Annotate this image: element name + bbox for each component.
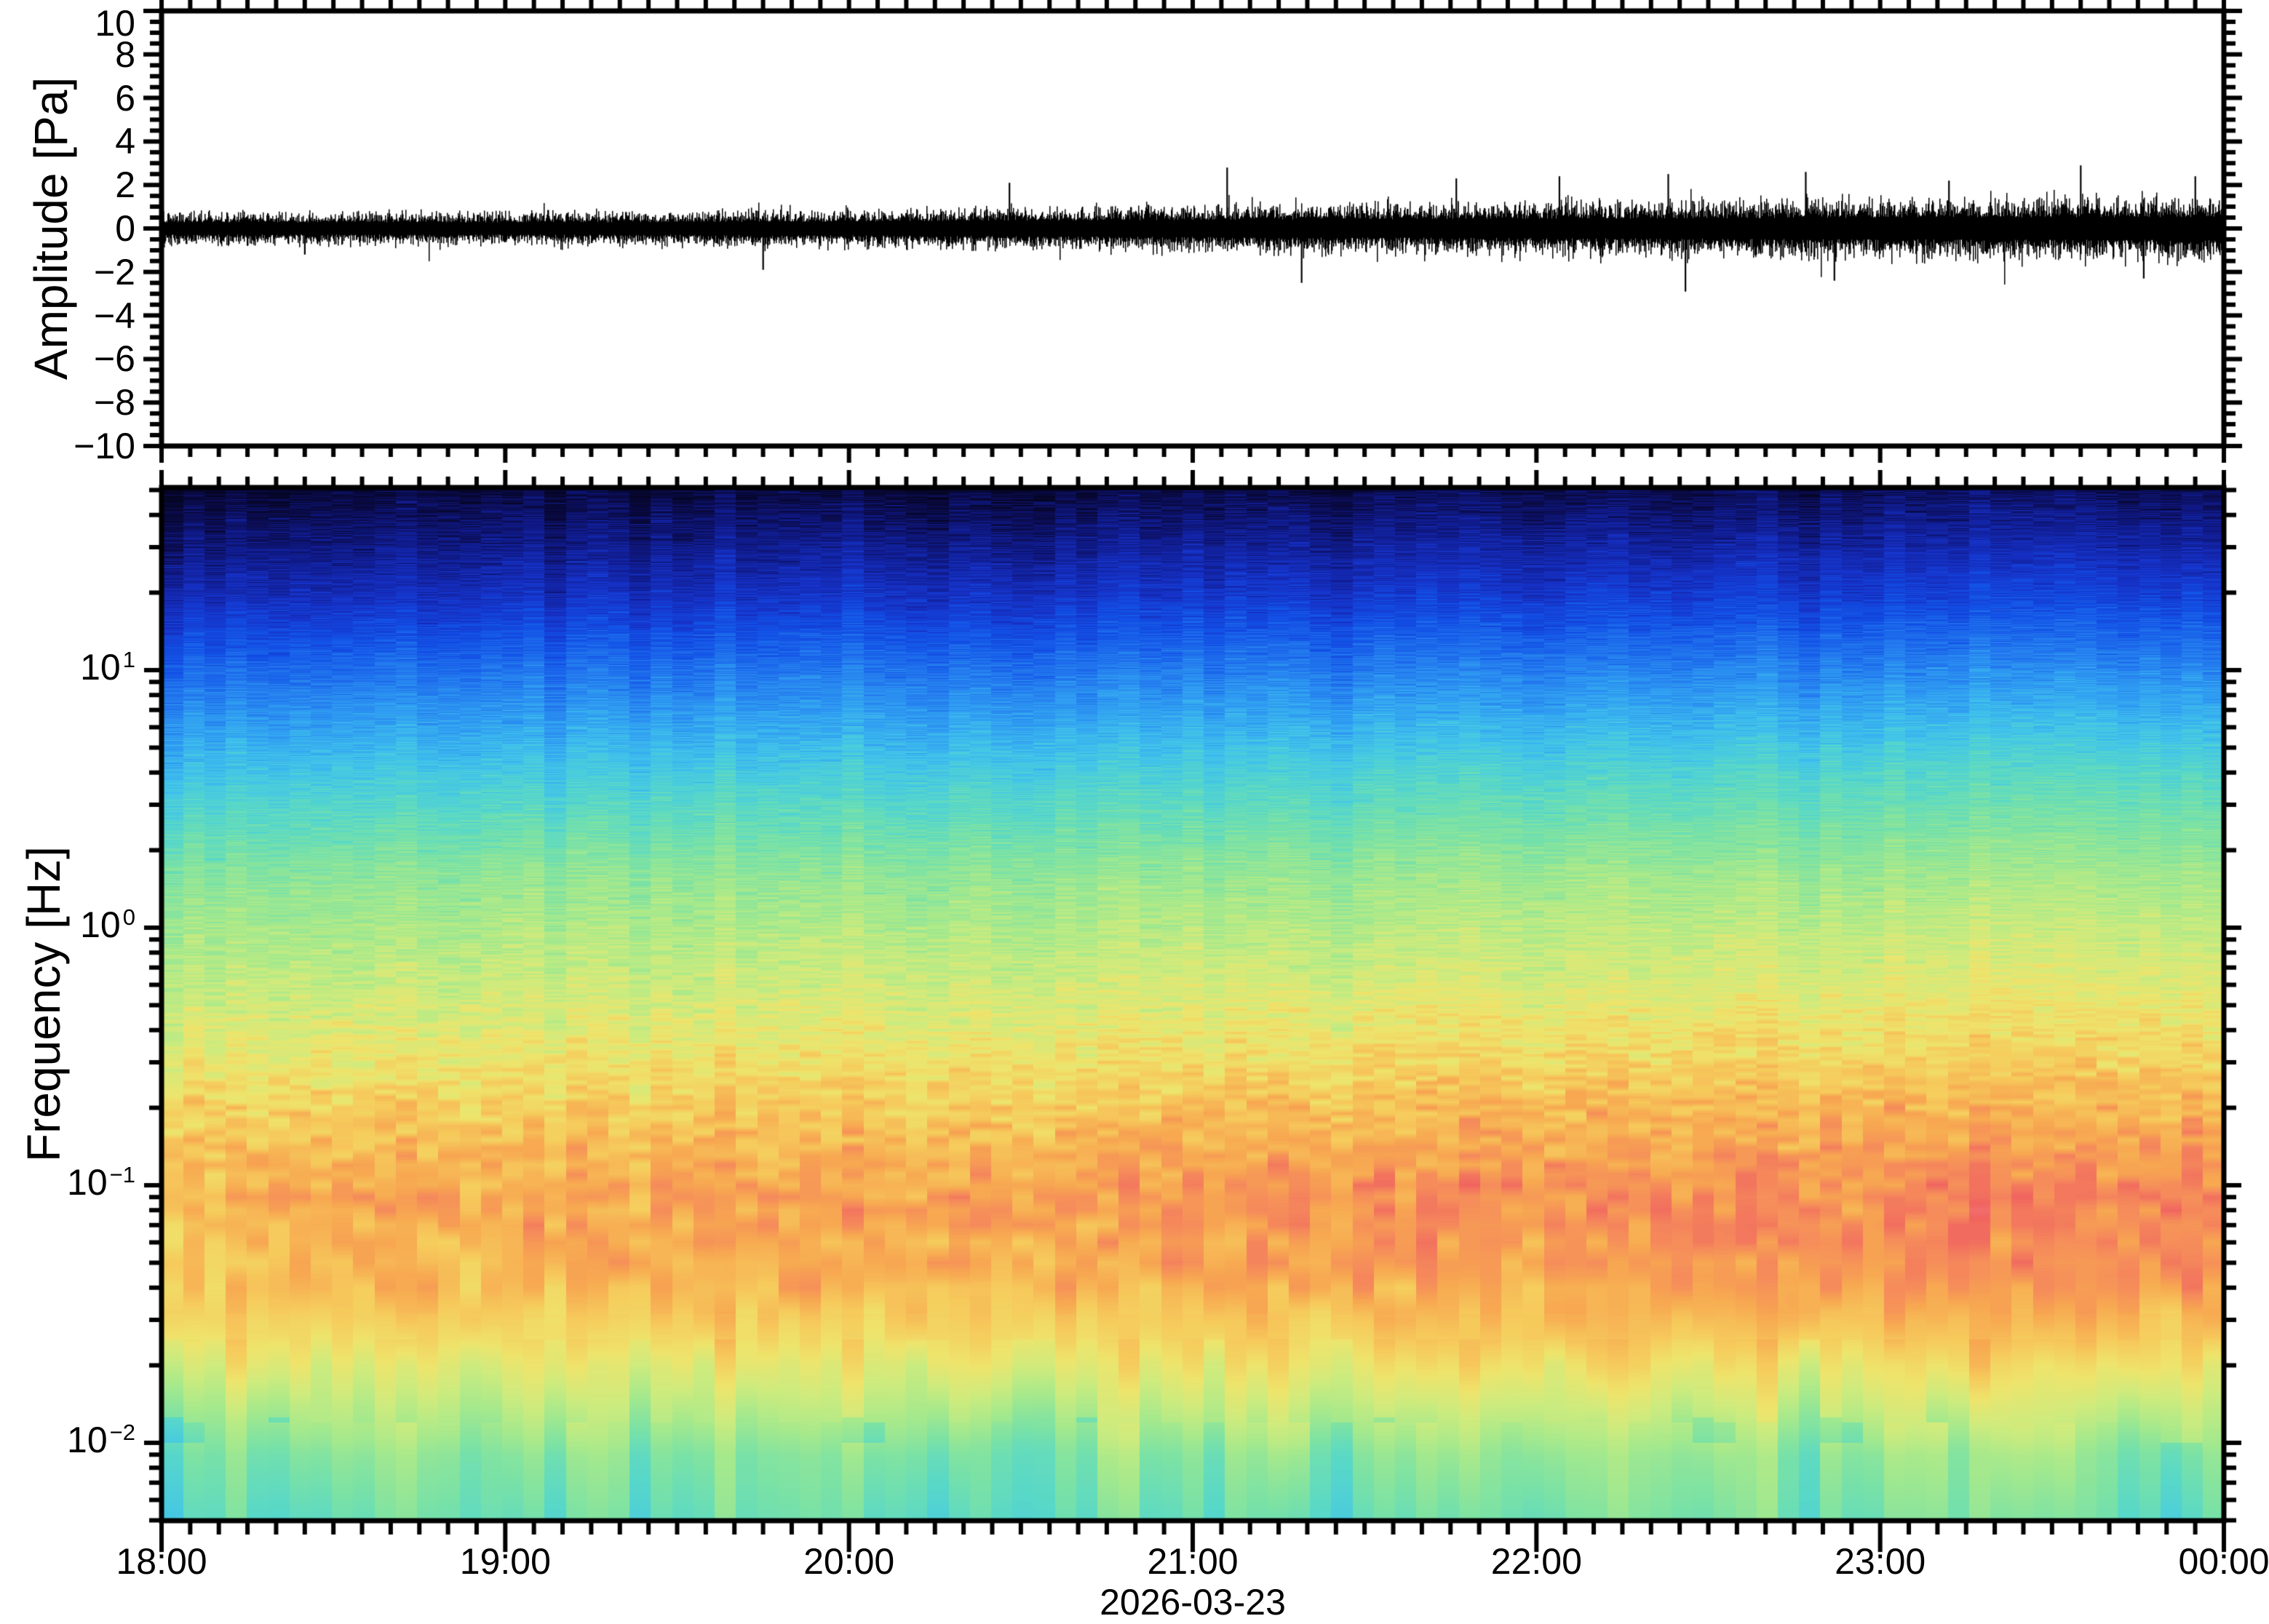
time-tick-label: 20:00 xyxy=(803,1541,895,1582)
time-tick-label: 19:00 xyxy=(459,1541,551,1582)
amplitude-tick-label: −4 xyxy=(93,295,135,336)
frequency-axis-title: Frequency [Hz] xyxy=(17,846,70,1162)
time-tick-label: 22:00 xyxy=(1490,1541,1582,1582)
time-tick-label: 18:00 xyxy=(116,1541,207,1582)
frequency-tick-label: 100 xyxy=(80,904,135,945)
amplitude-tick-label: 4 xyxy=(115,121,135,162)
amplitude-tick-label: 0 xyxy=(115,208,135,249)
time-tick-label: 23:00 xyxy=(1835,1541,1926,1582)
frequency-tick-label: 101 xyxy=(80,646,135,688)
frequency-tick-label: 10−1 xyxy=(67,1161,135,1203)
amplitude-tick-label: −8 xyxy=(93,382,135,423)
amplitude-tick-label: −10 xyxy=(73,426,135,466)
amplitude-tick-label: −2 xyxy=(93,251,135,292)
frequency-tick-label: 10−2 xyxy=(67,1419,135,1460)
amplitude-tick-label: 2 xyxy=(115,164,135,206)
amplitude-tick-label: −6 xyxy=(93,338,135,380)
amplitude-tick-label: 8 xyxy=(115,33,135,75)
amplitude-tick-label: 6 xyxy=(115,77,135,119)
date-label: 2026-03-23 xyxy=(1100,1582,1286,1623)
time-tick-label: 00:00 xyxy=(2178,1541,2269,1582)
amplitude-tick-label: 10 xyxy=(95,3,135,44)
time-tick-label: 21:00 xyxy=(1147,1541,1239,1582)
